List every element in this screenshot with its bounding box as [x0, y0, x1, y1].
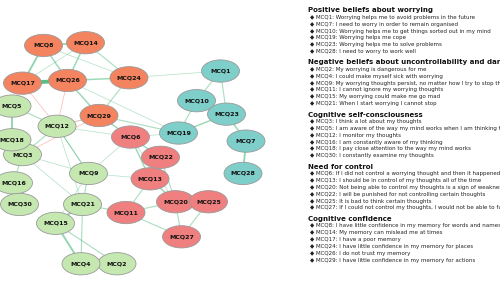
Text: ◆ MCQ21: When I start worrying I cannot stop: ◆ MCQ21: When I start worrying I cannot … [310, 101, 437, 106]
Text: ◆ MCQ26: I do not trust my memory: ◆ MCQ26: I do not trust my memory [310, 251, 411, 256]
Circle shape [107, 201, 145, 224]
Text: ◆ MCQ11: I cannot ignore my worrying thoughts: ◆ MCQ11: I cannot ignore my worrying tho… [310, 88, 444, 93]
Text: ◆ MCQ2: My worrying is dangerous for me: ◆ MCQ2: My worrying is dangerous for me [310, 67, 427, 72]
Circle shape [0, 193, 38, 216]
Text: ◆ MCQ12: I monitor my thoughts: ◆ MCQ12: I monitor my thoughts [310, 133, 402, 138]
Circle shape [224, 162, 262, 185]
Circle shape [66, 32, 104, 54]
Text: ◆ MCQ19: Worrying helps me cope: ◆ MCQ19: Worrying helps me cope [310, 35, 406, 40]
Text: ◆ MCQ20: Not being able to control my thoughts is a sign of weakness: ◆ MCQ20: Not being able to control my th… [310, 185, 500, 190]
Text: MCQ26: MCQ26 [55, 78, 80, 83]
Text: MCQ3: MCQ3 [12, 152, 33, 157]
Text: MCQ1: MCQ1 [210, 69, 231, 74]
Text: MCQ23: MCQ23 [214, 112, 239, 117]
Text: ◆ MCQ22: I will be punished for not controlling certain thoughts: ◆ MCQ22: I will be punished for not cont… [310, 192, 486, 197]
Circle shape [190, 191, 228, 213]
Text: MCQ4: MCQ4 [71, 261, 91, 266]
Text: ◆ MCQ10: Worrying helps me to get things sorted out in my mind: ◆ MCQ10: Worrying helps me to get things… [310, 28, 491, 33]
Text: ◆ MCQ27: If I could not control my thoughts, I would not be able to function: ◆ MCQ27: If I could not control my thoug… [310, 205, 500, 210]
Text: MCQ2: MCQ2 [107, 261, 127, 266]
Circle shape [156, 191, 194, 213]
Text: ◆ MCQ29: I have little confidence in my memory for actions: ◆ MCQ29: I have little confidence in my … [310, 258, 476, 263]
Circle shape [48, 69, 86, 92]
Text: MCQ10: MCQ10 [184, 98, 209, 103]
Text: MCQ15: MCQ15 [43, 221, 68, 226]
Circle shape [24, 34, 62, 57]
Text: ◆ MCQ14: My memory can mislead me at times: ◆ MCQ14: My memory can mislead me at tim… [310, 230, 443, 235]
Text: ◆ MCQ16: I am constantly aware of my thinking: ◆ MCQ16: I am constantly aware of my thi… [310, 139, 443, 145]
Text: MCQ6: MCQ6 [120, 134, 141, 139]
Text: ◆ MCQ17: I have a poor memory: ◆ MCQ17: I have a poor memory [310, 237, 401, 242]
Circle shape [64, 193, 102, 216]
Text: MCQ5: MCQ5 [2, 103, 22, 109]
Text: MCQ9: MCQ9 [78, 171, 99, 176]
Circle shape [160, 122, 198, 144]
Text: ◆ MCQ24: I have little confidence in my memory for places: ◆ MCQ24: I have little confidence in my … [310, 244, 474, 249]
Text: ◆ MCQ18: I pay close attention to the way my mind works: ◆ MCQ18: I pay close attention to the wa… [310, 146, 472, 151]
Text: MCQ27: MCQ27 [169, 234, 194, 239]
Text: MCQ12: MCQ12 [44, 124, 70, 129]
Circle shape [142, 146, 180, 168]
Text: MCQ7: MCQ7 [236, 139, 256, 144]
Text: Positive beliefs about worrying: Positive beliefs about worrying [308, 7, 432, 13]
Text: ◆ MCQ8: I have little confidence in my memory for words and names: ◆ MCQ8: I have little confidence in my m… [310, 223, 500, 228]
Text: MCQ11: MCQ11 [114, 210, 138, 215]
Text: ◆ MCQ13: I should be in control of my thoughts all of the time: ◆ MCQ13: I should be in control of my th… [310, 178, 482, 183]
Circle shape [62, 253, 100, 275]
Text: MCQ20: MCQ20 [163, 199, 188, 204]
Text: MCQ25: MCQ25 [196, 199, 221, 204]
Text: Cognitive self-consciousness: Cognitive self-consciousness [308, 112, 422, 117]
Circle shape [0, 95, 31, 117]
Circle shape [202, 60, 239, 82]
Text: Need for control: Need for control [308, 164, 372, 170]
Text: ◆ MCQ4: I could make myself sick with worrying: ◆ MCQ4: I could make myself sick with wo… [310, 74, 444, 79]
Circle shape [131, 168, 169, 190]
Text: MCQ18: MCQ18 [0, 137, 24, 142]
Circle shape [98, 253, 136, 275]
Text: MCQ21: MCQ21 [70, 202, 95, 207]
Circle shape [36, 212, 74, 234]
Circle shape [70, 162, 108, 185]
Text: ◆ MCQ3: I think a lot about my thoughts: ◆ MCQ3: I think a lot about my thoughts [310, 119, 422, 124]
Text: MCQ14: MCQ14 [73, 40, 98, 45]
Text: MCQ13: MCQ13 [138, 176, 162, 181]
Text: ◆ MCQ15: My worrying could make me go mad: ◆ MCQ15: My worrying could make me go ma… [310, 94, 440, 99]
Text: ◆ MCQ30: I constantly examine my thoughts: ◆ MCQ30: I constantly examine my thought… [310, 153, 434, 158]
Text: ◆ MCQ1: Worrying helps me to avoid problems in the future: ◆ MCQ1: Worrying helps me to avoid probl… [310, 15, 476, 20]
Circle shape [162, 226, 200, 248]
Text: MCQ17: MCQ17 [10, 81, 35, 86]
Text: MCQ19: MCQ19 [166, 130, 191, 136]
Circle shape [178, 90, 216, 112]
Text: ◆ MCQ25: It is bad to think certain thoughts: ◆ MCQ25: It is bad to think certain thou… [310, 199, 432, 204]
Circle shape [80, 104, 118, 127]
Circle shape [4, 72, 42, 94]
Circle shape [208, 103, 246, 125]
Text: MCQ30: MCQ30 [7, 202, 32, 207]
Text: ◆ MCQ23: Worrying helps me to solve problems: ◆ MCQ23: Worrying helps me to solve prob… [310, 42, 442, 47]
Text: MCQ28: MCQ28 [230, 171, 256, 176]
Text: ◆ MCQ6: If I did not control a worrying thought and then it happened, it would b: ◆ MCQ6: If I did not control a worrying … [310, 171, 500, 176]
Text: Negative beliefs about uncontrollability and danger of worry: Negative beliefs about uncontrollability… [308, 59, 500, 65]
Circle shape [0, 172, 32, 194]
Text: MCQ29: MCQ29 [86, 113, 112, 118]
Text: MCQ24: MCQ24 [116, 75, 141, 80]
Text: ◆ MCQ5: I am aware of the way my mind works when I am thinking through a problem: ◆ MCQ5: I am aware of the way my mind wo… [310, 126, 500, 131]
Text: MCQ8: MCQ8 [33, 43, 54, 48]
Text: MCQ16: MCQ16 [1, 180, 26, 185]
Text: ◆ MCQ9: My worrying thoughts persist, no matter how I try to stop them: ◆ MCQ9: My worrying thoughts persist, no… [310, 81, 500, 86]
Circle shape [0, 129, 31, 151]
Circle shape [38, 115, 76, 137]
Text: ◆ MCQ28: I need to worry to work well: ◆ MCQ28: I need to worry to work well [310, 49, 416, 54]
Circle shape [112, 126, 150, 148]
Circle shape [4, 144, 42, 166]
Text: MCQ22: MCQ22 [148, 155, 173, 160]
Text: ◆ MCQ7: I need to worry in order to remain organised: ◆ MCQ7: I need to worry in order to rema… [310, 22, 458, 27]
Circle shape [227, 130, 265, 152]
Circle shape [110, 67, 148, 89]
Text: Cognitive confidence: Cognitive confidence [308, 216, 391, 222]
